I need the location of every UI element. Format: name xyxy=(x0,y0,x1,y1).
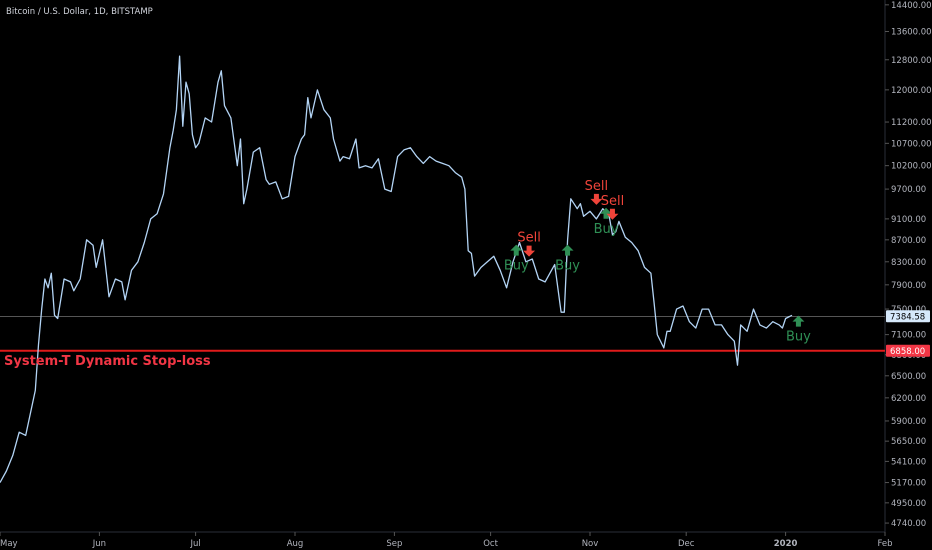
y-tick-label: 6200.00 xyxy=(891,394,926,404)
x-tick-label: Dec xyxy=(678,539,695,549)
x-tick-label: Jun xyxy=(92,539,106,549)
x-tick-label: Nov xyxy=(582,539,599,549)
x-tick-label: Jul xyxy=(189,539,200,549)
chart-title: Bitcoin / U.S. Dollar, 1D, BITSTAMP xyxy=(6,7,153,17)
sell-arrow-icon xyxy=(606,208,619,220)
y-tick-label: 7900.00 xyxy=(891,281,926,291)
y-tick-label: 9100.00 xyxy=(891,215,926,225)
price-series-line xyxy=(0,55,793,483)
stop-loss-tag xyxy=(886,344,930,357)
x-tick-label: Feb xyxy=(877,539,892,549)
buy-signal-label: Buy xyxy=(504,259,529,274)
y-tick-label: 4740.00 xyxy=(891,519,926,529)
y-tick-label: 14400.00 xyxy=(891,1,932,11)
buy-arrow-icon xyxy=(561,244,574,256)
y-tick-label: 9700.00 xyxy=(891,185,926,195)
sell-signal-label: Sell xyxy=(601,194,624,209)
buy-signal-label: Buy xyxy=(594,222,619,237)
y-tick-label: 7500.00 xyxy=(891,305,926,315)
buy-arrow-icon xyxy=(792,315,805,327)
sell-signal-label: Sell xyxy=(517,231,540,246)
y-tick-label: 12800.00 xyxy=(891,56,932,66)
x-tick-label: May xyxy=(0,539,18,549)
y-tick-label: 6500.00 xyxy=(891,372,926,382)
sell-arrow-icon xyxy=(523,245,536,257)
y-tick-label: 10700.00 xyxy=(891,139,932,149)
stop-loss-tag-label: 6858.00 xyxy=(890,347,925,357)
sell-signal-label: Sell xyxy=(585,179,608,194)
buy-signal-label: Buy xyxy=(786,330,811,345)
sell-arrow-icon xyxy=(590,193,603,205)
last-price-tag xyxy=(886,310,930,323)
x-tick-label: Sep xyxy=(386,539,402,549)
price-tags: 7384.58 6858.00 xyxy=(886,310,930,357)
y-tick-label: 11200.00 xyxy=(891,118,932,128)
buy-arrow-icon xyxy=(600,207,613,219)
x-tick-label: Aug xyxy=(287,539,304,549)
time-axis[interactable]: May Jun Jul Aug Sep Oct Nov Dec 2020 Feb xyxy=(0,532,893,549)
y-tick-label: 13600.00 xyxy=(891,27,932,37)
x-tick-label: Oct xyxy=(483,539,498,549)
y-tick-label: 5650.00 xyxy=(891,437,926,447)
y-tick-label: 8300.00 xyxy=(891,258,926,268)
y-tick-label: 5410.00 xyxy=(891,457,926,467)
y-tick-label: 7100.00 xyxy=(891,331,926,341)
y-tick-label: 5170.00 xyxy=(891,479,926,489)
signal-markers: Buy Sell Buy Sell Buy Sell Buy xyxy=(504,179,811,345)
y-tick-label: 8700.00 xyxy=(891,236,926,246)
last-price-tag-label: 7384.58 xyxy=(890,312,925,322)
y-tick-label: 12000.00 xyxy=(891,86,932,96)
buy-arrow-icon xyxy=(510,244,523,256)
buy-signal-label: Buy xyxy=(555,259,580,274)
stop-loss-label: System-T Dynamic Stop-loss xyxy=(4,354,211,369)
x-tick-label: 2020 xyxy=(774,539,798,549)
y-tick-label: 10200.00 xyxy=(891,162,932,172)
y-tick-label: 4950.00 xyxy=(891,499,926,509)
y-tick-label: 5900.00 xyxy=(891,417,926,427)
